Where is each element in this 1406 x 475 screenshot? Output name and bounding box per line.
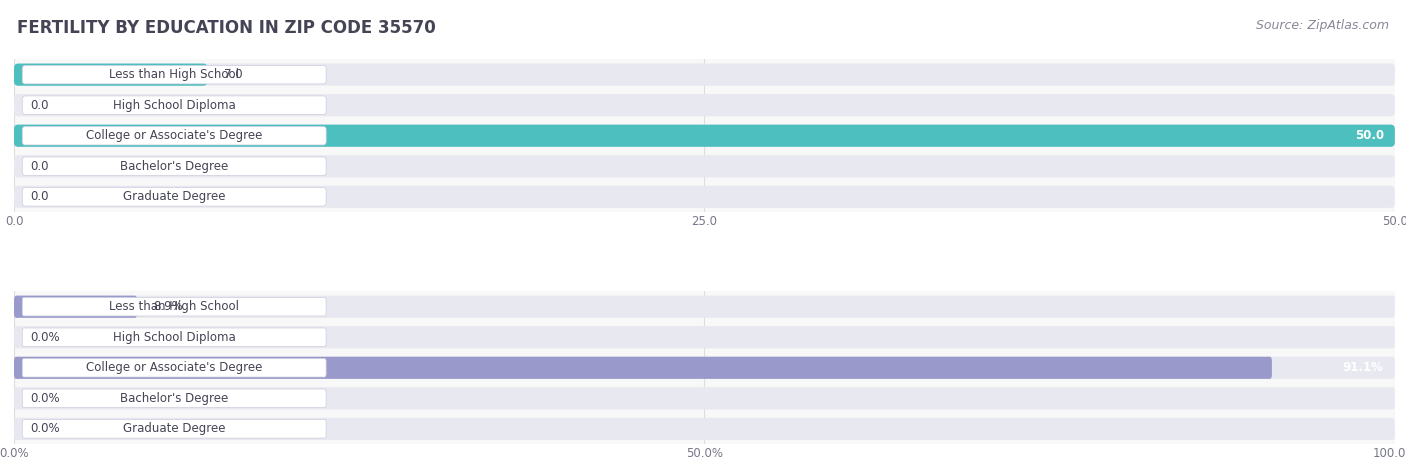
FancyBboxPatch shape [22,359,326,377]
Text: High School Diploma: High School Diploma [112,331,236,344]
Text: 0.0%: 0.0% [31,331,60,344]
FancyBboxPatch shape [22,389,326,408]
FancyBboxPatch shape [14,155,1395,177]
Text: 0.0%: 0.0% [31,422,60,436]
Text: Graduate Degree: Graduate Degree [122,422,225,436]
FancyBboxPatch shape [14,124,1395,147]
FancyBboxPatch shape [22,96,326,114]
FancyBboxPatch shape [14,326,1395,348]
Text: Bachelor's Degree: Bachelor's Degree [120,392,228,405]
FancyBboxPatch shape [22,419,326,438]
Text: 0.0: 0.0 [31,160,49,173]
Text: 8.9%: 8.9% [153,300,183,313]
Text: 50.0: 50.0 [1354,129,1384,142]
FancyBboxPatch shape [14,94,1395,116]
FancyBboxPatch shape [14,64,1395,86]
FancyBboxPatch shape [14,295,136,318]
FancyBboxPatch shape [14,418,1395,440]
Text: College or Associate's Degree: College or Associate's Degree [86,361,263,374]
Text: 0.0%: 0.0% [31,392,60,405]
Text: Less than High School: Less than High School [110,300,239,313]
Text: FERTILITY BY EDUCATION IN ZIP CODE 35570: FERTILITY BY EDUCATION IN ZIP CODE 35570 [17,19,436,37]
Text: Less than High School: Less than High School [110,68,239,81]
Text: Bachelor's Degree: Bachelor's Degree [120,160,228,173]
Text: Source: ZipAtlas.com: Source: ZipAtlas.com [1256,19,1389,32]
FancyBboxPatch shape [14,64,208,86]
FancyBboxPatch shape [22,328,326,346]
FancyBboxPatch shape [22,188,326,206]
Text: Graduate Degree: Graduate Degree [122,190,225,203]
FancyBboxPatch shape [14,186,1395,208]
Text: High School Diploma: High School Diploma [112,99,236,112]
FancyBboxPatch shape [14,124,1395,147]
FancyBboxPatch shape [14,387,1395,409]
FancyBboxPatch shape [22,157,326,175]
FancyBboxPatch shape [22,66,326,84]
Text: 7.0: 7.0 [224,68,243,81]
FancyBboxPatch shape [22,126,326,145]
Text: 91.1%: 91.1% [1343,361,1384,374]
FancyBboxPatch shape [14,357,1395,379]
FancyBboxPatch shape [14,295,1395,318]
FancyBboxPatch shape [22,297,326,316]
Text: College or Associate's Degree: College or Associate's Degree [86,129,263,142]
Text: 0.0: 0.0 [31,190,49,203]
FancyBboxPatch shape [14,357,1272,379]
Text: 0.0: 0.0 [31,99,49,112]
